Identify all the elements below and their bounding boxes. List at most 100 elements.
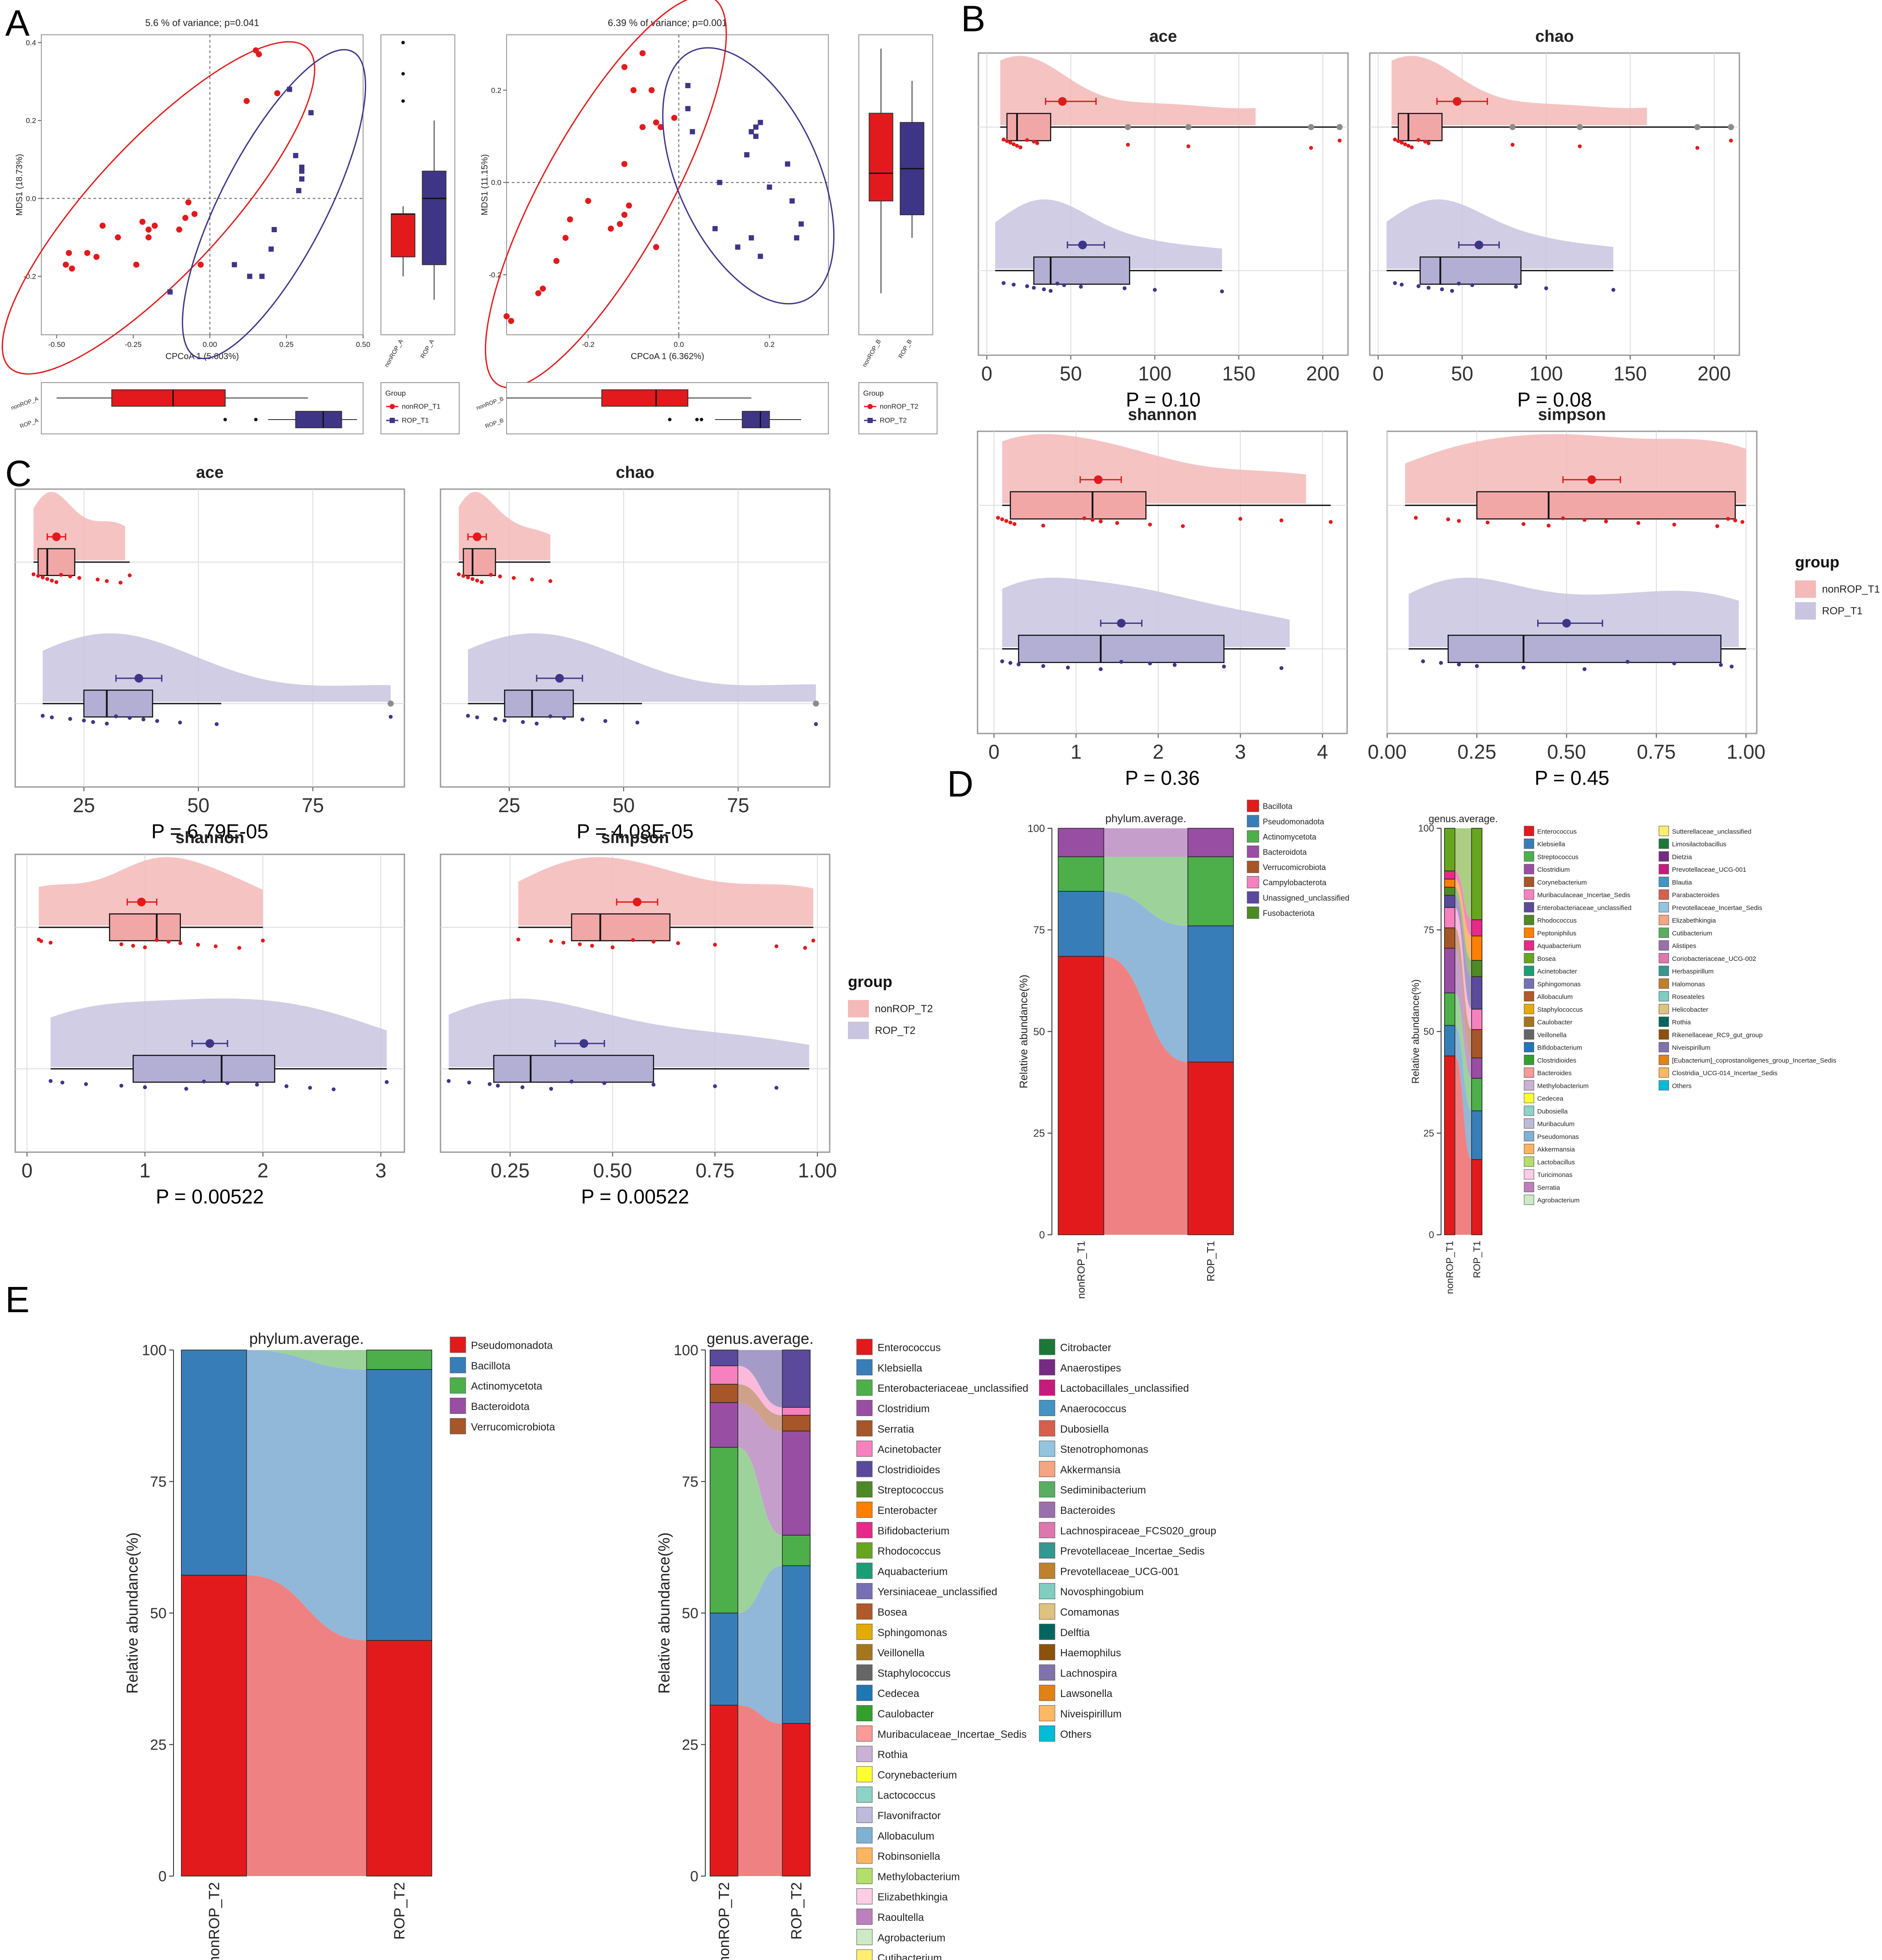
point-rop-t1 <box>247 273 253 279</box>
y-tick-label: 50 <box>1424 1026 1434 1037</box>
data-point-nonrop-t2 <box>676 941 680 945</box>
data-point-nonrop-t1 <box>1338 138 1342 143</box>
legend-item-clostridium: Clostridium <box>1537 866 1570 873</box>
data-point-nonrop-t1 <box>1726 517 1730 521</box>
data-point-nonrop-t1 <box>1008 520 1013 525</box>
legend-item-rop-t1: ROP_T1 <box>1822 605 1862 617</box>
data-point-rop-t1 <box>1450 289 1454 293</box>
x-tick-label: 25 <box>73 794 95 817</box>
legend-item-staphylococcus: Staphylococcus <box>1537 1006 1583 1013</box>
legend-key-veillonella <box>856 1644 873 1660</box>
legend-item-comamonas: Comamonas <box>1060 1607 1119 1618</box>
point-nonrop-t2 <box>648 87 655 93</box>
raincloud-c-ace: ace 25 50 75 P = 6.79E-05 <box>14 463 405 843</box>
legend-key-prevotellaceae-incertae-sedis <box>1658 902 1669 913</box>
bar-segment-clostridium <box>710 1402 738 1448</box>
data-point-rop-t2 <box>184 1087 188 1091</box>
x-tick-label: 100 <box>1138 362 1171 385</box>
data-point-rop-t1 <box>1729 664 1734 669</box>
legend-key-streptococcus <box>856 1481 873 1498</box>
point-rop-t2 <box>798 221 804 227</box>
legend-key-staphylococcus <box>856 1664 873 1681</box>
data-point-rop-t1 <box>1672 661 1676 666</box>
raincloud-b-chao: chao 0 50 100 150 200 P = 0.08 <box>1369 27 1740 411</box>
data-point-rop-t2 <box>127 716 132 720</box>
data-point-rop-t1 <box>1439 661 1443 665</box>
legend-item-prevotellaceae-ucg-001: Prevotellaceae_UCG-001 <box>1672 866 1746 873</box>
legend-key-bacteroidota <box>1247 845 1259 858</box>
legend-key-lawsonella <box>1039 1685 1055 1701</box>
legend-item-cutibacterium: Cutibacterium <box>1672 930 1712 937</box>
point-nonrop-t2 <box>540 285 546 292</box>
mean-point <box>1078 240 1087 250</box>
point-nonrop-t2 <box>617 221 623 227</box>
legend-key <box>848 1000 869 1017</box>
legend-item-bosea: Bosea <box>1537 955 1556 963</box>
mean-point <box>1094 475 1103 484</box>
legend-key-lachnospiraceae-fcs020-group <box>1039 1522 1055 1538</box>
flow-klebsiella <box>737 1566 783 1724</box>
cpcoa-plot-2: 6.39 % of variance; p=0.001 CPCoA 1 (6.36… <box>475 0 938 434</box>
data-point-rop-t1 <box>1041 664 1045 668</box>
flow-actinomycetota <box>1104 857 1188 926</box>
plot-title: phylum.average. <box>249 1330 364 1347</box>
mean-point <box>1058 97 1067 106</box>
x-tick-label: 50 <box>613 794 635 817</box>
box-rop-t2 <box>132 1055 275 1083</box>
legend-item-campylobacterota: Campylobacterota <box>1263 878 1327 887</box>
data-point-nonrop-t2 <box>466 575 470 580</box>
legend-key-rhodococcus <box>1524 915 1534 925</box>
box-rop-t1 <box>1018 634 1225 663</box>
legend-item-bacteroides: Bacteroides <box>1537 1070 1572 1077</box>
data-point-nonrop-t2 <box>803 946 807 950</box>
data-point-nonrop-t2 <box>498 574 502 579</box>
data-point-nonrop-t2 <box>461 574 466 578</box>
y-tick-label: -0.2 <box>489 271 501 279</box>
x-tick-label: 0.0 <box>674 340 684 349</box>
x-tick-label: 0 <box>988 740 1000 763</box>
legend-item-acinetobacter: Acinetobacter <box>878 1444 941 1456</box>
outlier <box>1336 124 1343 130</box>
data-point-nonrop-t1 <box>1561 516 1565 520</box>
legend-key-klebsiella <box>856 1359 873 1376</box>
legend-item-lawsonella: Lawsonella <box>1060 1688 1113 1700</box>
y-axis-label: Relative abundance(%) <box>1410 979 1421 1083</box>
legend-item-lactobacillales-unclassified: Lactobacillales_unclassified <box>1060 1383 1189 1394</box>
flow-rhodococcus <box>1455 887 1472 977</box>
legend-key-lactobacillales-unclassified <box>1039 1380 1055 1396</box>
point-nonrop-t1 <box>115 234 121 240</box>
legend-item-verrucomicrobiota: Verrucomicrobiota <box>1263 863 1326 872</box>
legend-key-citrobacter <box>1039 1339 1055 1355</box>
legend-item-stenotrophomonas: Stenotrophomonas <box>1060 1444 1148 1456</box>
legend-item-cedecea: Cedecea <box>878 1688 920 1700</box>
density-nonrop-t2 <box>39 857 263 926</box>
mean-point <box>473 532 482 541</box>
point-rop-t2 <box>767 184 772 190</box>
data-point-rop-t2 <box>534 721 539 726</box>
data-point-rop-t2 <box>467 1080 471 1085</box>
legend-item-serratia: Serratia <box>1537 1184 1560 1191</box>
data-point-nonrop-t1 <box>1328 520 1333 524</box>
legend-item-rothia: Rothia <box>1672 1019 1691 1026</box>
data-point-rop-t2 <box>549 1087 553 1091</box>
legend-key-allobaculum <box>1524 991 1534 1002</box>
data-point-rop-t2 <box>119 1083 123 1088</box>
category-label-nonrop-t1: nonROP_T1 <box>1075 1241 1087 1299</box>
data-point-nonrop-t2 <box>214 944 218 948</box>
bar-segment-aquabacterium <box>1444 870 1455 880</box>
point-rop-t2 <box>753 124 759 130</box>
legend-key-veillonella <box>1524 1029 1534 1040</box>
legend-item-alistipes: Alistipes <box>1672 943 1696 950</box>
legend-item-elizabethkingia: Elizabethkingia <box>878 1891 948 1903</box>
mean-point <box>579 1039 588 1048</box>
legend-key-elizabethkingia <box>1658 915 1669 925</box>
data-point-nonrop-t1 <box>1115 521 1119 525</box>
legend-item-rhodococcus: Rhodococcus <box>878 1546 941 1557</box>
point-nonrop-t2 <box>653 119 659 126</box>
legend-key-clostridium <box>856 1400 873 1416</box>
legend-item-elizabethkingia: Elizabethkingia <box>1672 917 1716 924</box>
data-point-rop-t2 <box>635 720 640 725</box>
legend-key-allobaculum <box>856 1827 873 1843</box>
legend-key-cutibacterium <box>1658 927 1669 938</box>
